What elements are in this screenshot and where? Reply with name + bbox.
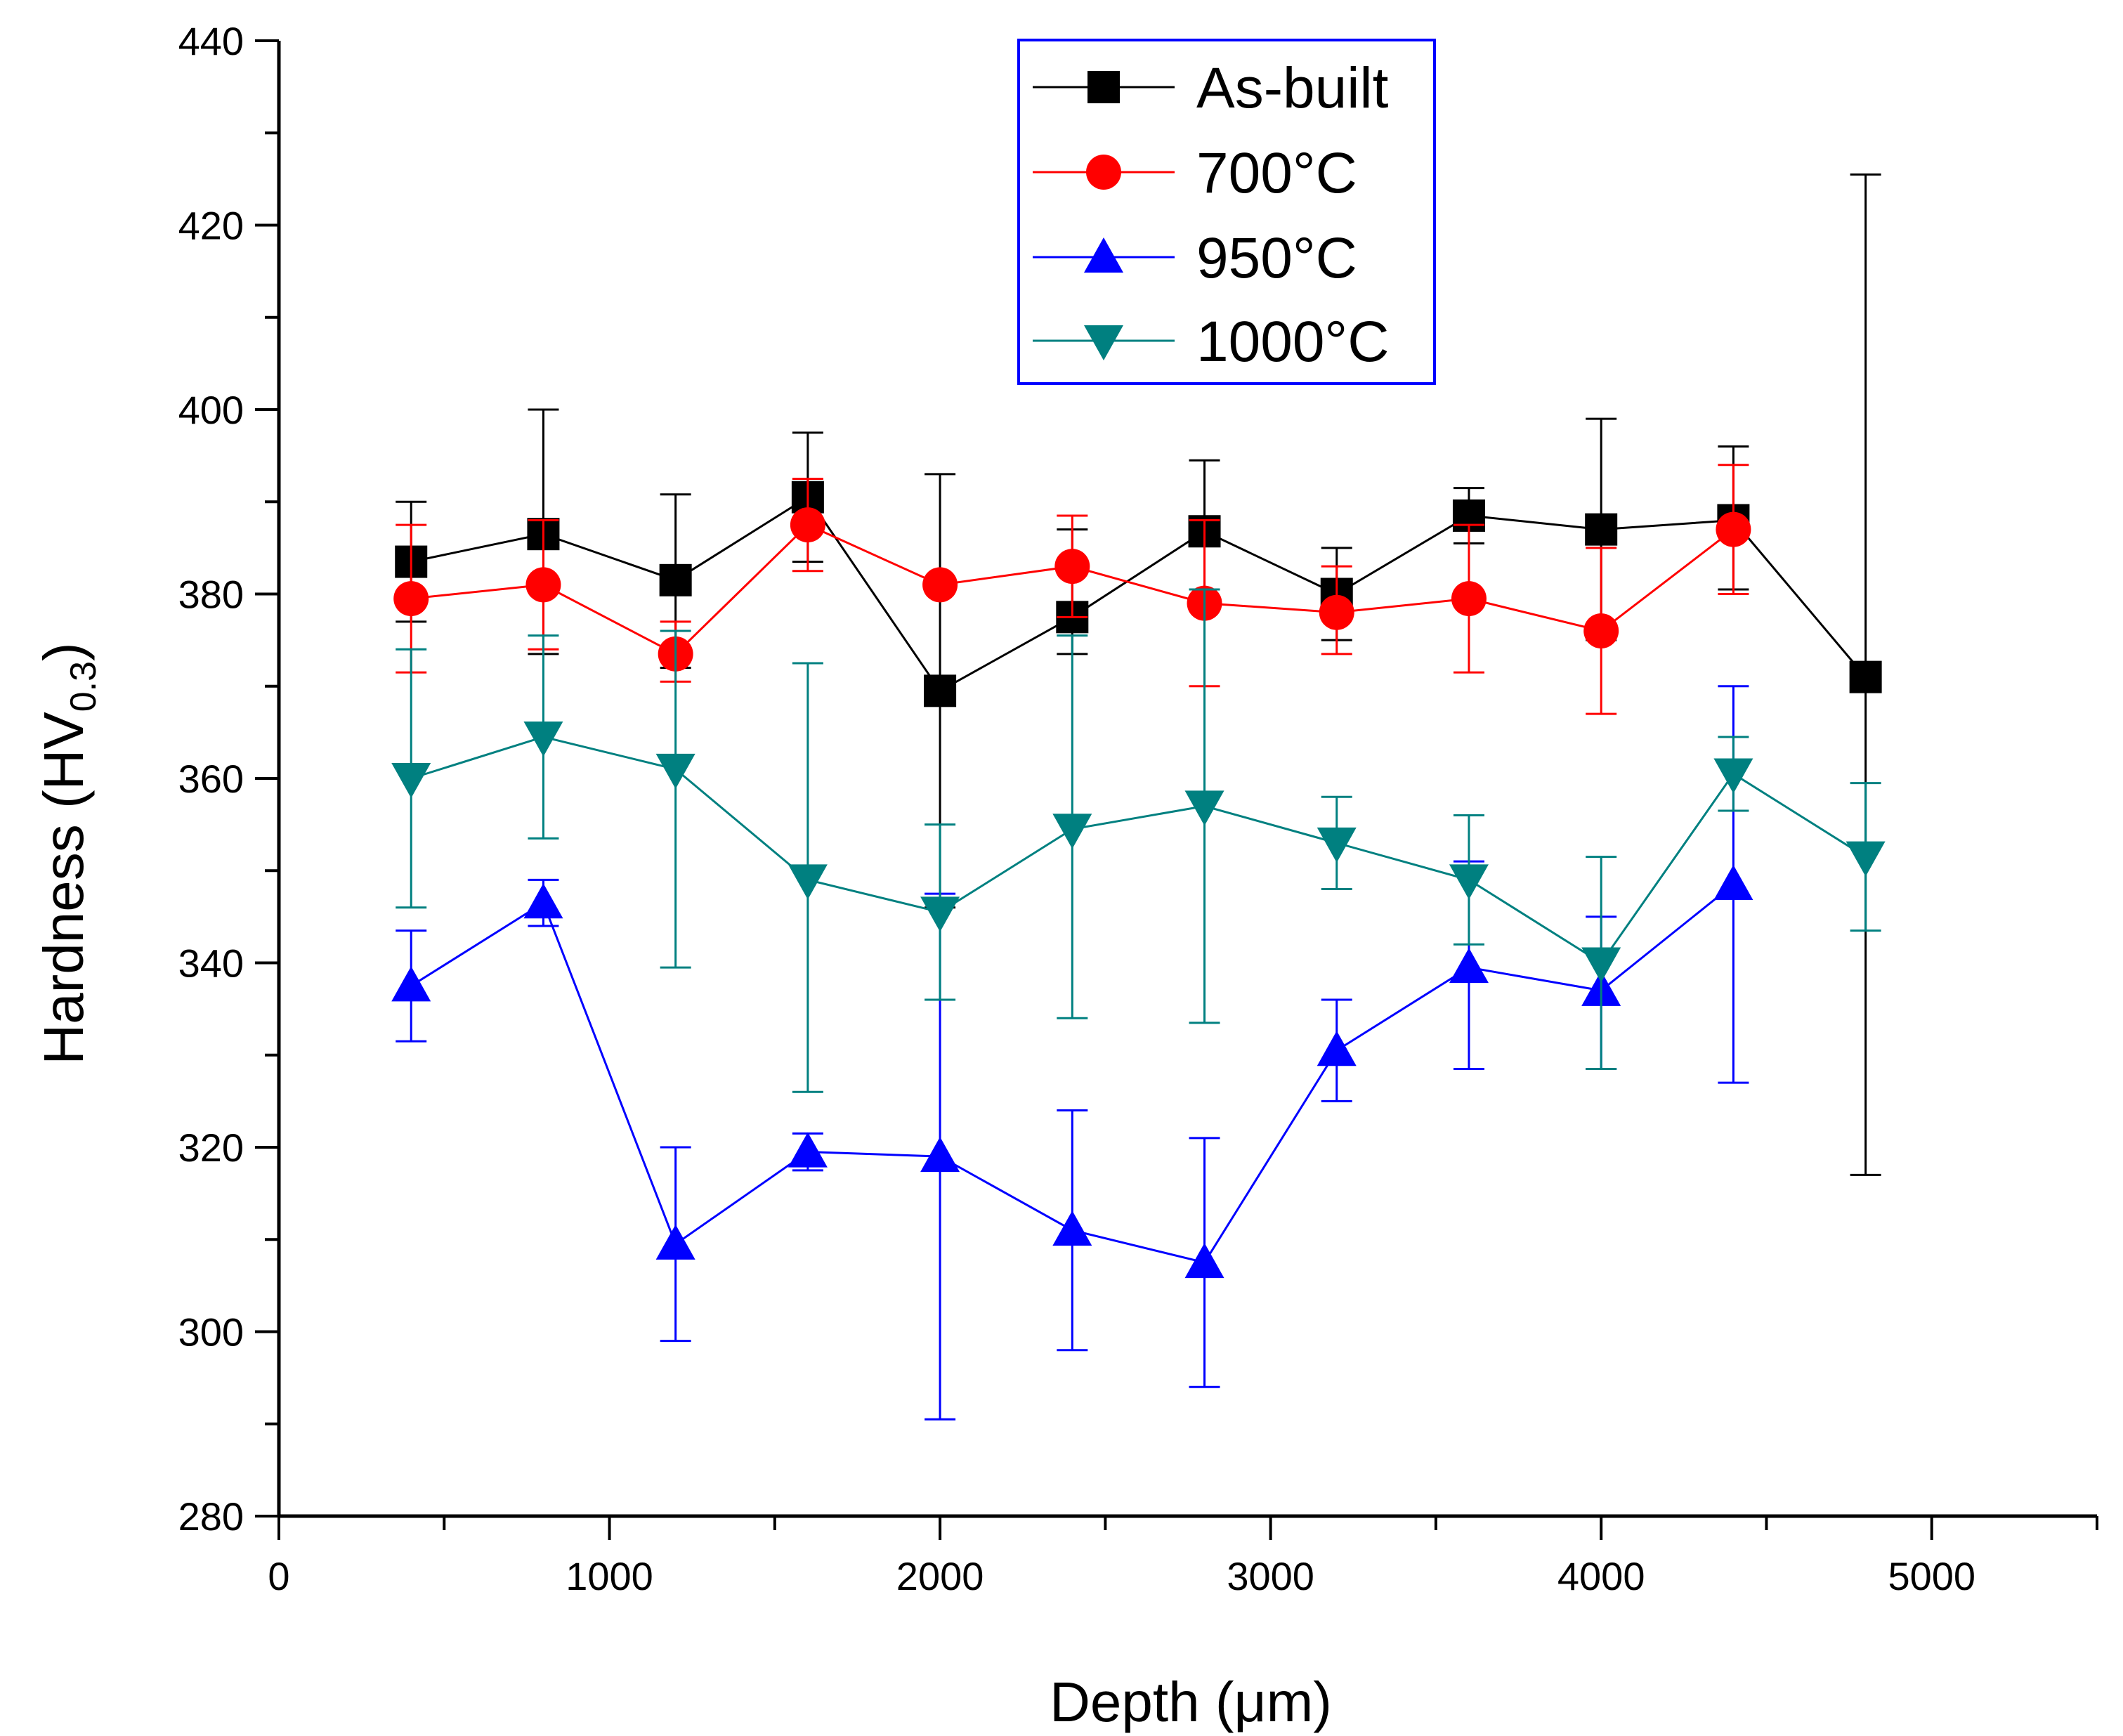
data-point — [1583, 613, 1619, 648]
legend-entry-As-built: As-built — [1033, 56, 1389, 120]
data-point — [1585, 513, 1618, 546]
data-point — [655, 1224, 695, 1260]
plot-area — [391, 173, 1886, 1421]
data-point — [659, 563, 692, 596]
y-tick-label: 300 — [178, 1310, 244, 1355]
series-1000°C — [391, 588, 1886, 1093]
data-point — [1713, 864, 1753, 900]
y-axis-title-subscript: 0.3 — [63, 661, 104, 712]
x-tick-label: 5000 — [1888, 1554, 1975, 1598]
y-tick-label: 400 — [178, 388, 244, 432]
y-tick-label: 340 — [178, 941, 244, 986]
legend-marker — [1087, 71, 1120, 103]
y-tick-label: 360 — [178, 757, 244, 801]
data-point — [924, 674, 957, 707]
data-point — [1052, 814, 1092, 849]
data-point — [920, 1137, 960, 1173]
legend-label: 950°C — [1196, 226, 1357, 290]
error-bars-1000°C — [396, 588, 1881, 1093]
data-point — [1713, 758, 1753, 794]
data-point — [1184, 1243, 1224, 1279]
data-point — [1317, 827, 1357, 863]
data-point — [523, 721, 563, 757]
data-point — [525, 567, 561, 603]
y-axis-title: Hardness (HV0.3) — [32, 642, 104, 1064]
data-point — [393, 581, 429, 617]
x-tick-label: 0 — [268, 1554, 289, 1598]
legend-marker — [1086, 155, 1121, 190]
legend-label: 1000°C — [1196, 310, 1389, 374]
data-point — [1054, 549, 1090, 585]
y-tick-label: 420 — [178, 204, 244, 248]
data-point — [655, 753, 695, 789]
data-point — [1451, 581, 1487, 617]
legend-entry-1000°C: 1000°C — [1033, 310, 1389, 374]
x-tick-label: 2000 — [896, 1554, 984, 1598]
data-point — [790, 507, 825, 543]
y-tick-label: 320 — [178, 1125, 244, 1170]
data-point — [1184, 790, 1224, 826]
data-point — [1052, 1210, 1092, 1246]
data-point — [391, 763, 431, 798]
series-line-1000°C — [410, 736, 1867, 965]
data-point — [788, 1132, 828, 1168]
legend-label: 700°C — [1196, 141, 1357, 205]
series-950°C — [391, 685, 1753, 1421]
x-axis-title: Depth (μm) — [1050, 1671, 1332, 1733]
x-tick-label: 3000 — [1227, 1554, 1314, 1598]
data-point — [1319, 594, 1354, 630]
series-700°C — [393, 464, 1751, 715]
data-point — [1317, 1031, 1357, 1066]
legend-marker — [1084, 325, 1123, 360]
data-point — [1449, 864, 1489, 900]
data-point — [922, 567, 958, 603]
data-point — [523, 883, 563, 919]
y-axis-title-main: Hardness (HV — [32, 712, 95, 1065]
data-point — [1849, 660, 1882, 693]
legend-entry-950°C: 950°C — [1033, 226, 1357, 290]
data-point — [1716, 511, 1751, 547]
series-line-As-built — [410, 495, 1867, 693]
data-point — [391, 966, 431, 1002]
legend-entry-700°C: 700°C — [1033, 141, 1357, 205]
legend-marker — [1084, 237, 1123, 273]
data-point — [920, 896, 960, 932]
y-tick-label: 280 — [178, 1494, 244, 1539]
x-tick-label: 4000 — [1557, 1554, 1645, 1598]
y-axis-title-close: ) — [32, 642, 95, 661]
y-tick-label: 440 — [178, 19, 244, 63]
data-point — [1449, 948, 1489, 984]
data-point — [1581, 947, 1621, 983]
legend-label: As-built — [1196, 56, 1389, 120]
data-point — [788, 864, 828, 900]
y-tick-label: 380 — [178, 573, 244, 617]
data-point — [1846, 841, 1886, 877]
legend: As-built 700°C 950°C 1000°C — [1017, 39, 1436, 385]
x-tick-label: 1000 — [566, 1554, 653, 1598]
axes: 0 1000 2000 3000 4000 5000 280 300 320 340 360 380 4… — [178, 19, 2098, 1598]
